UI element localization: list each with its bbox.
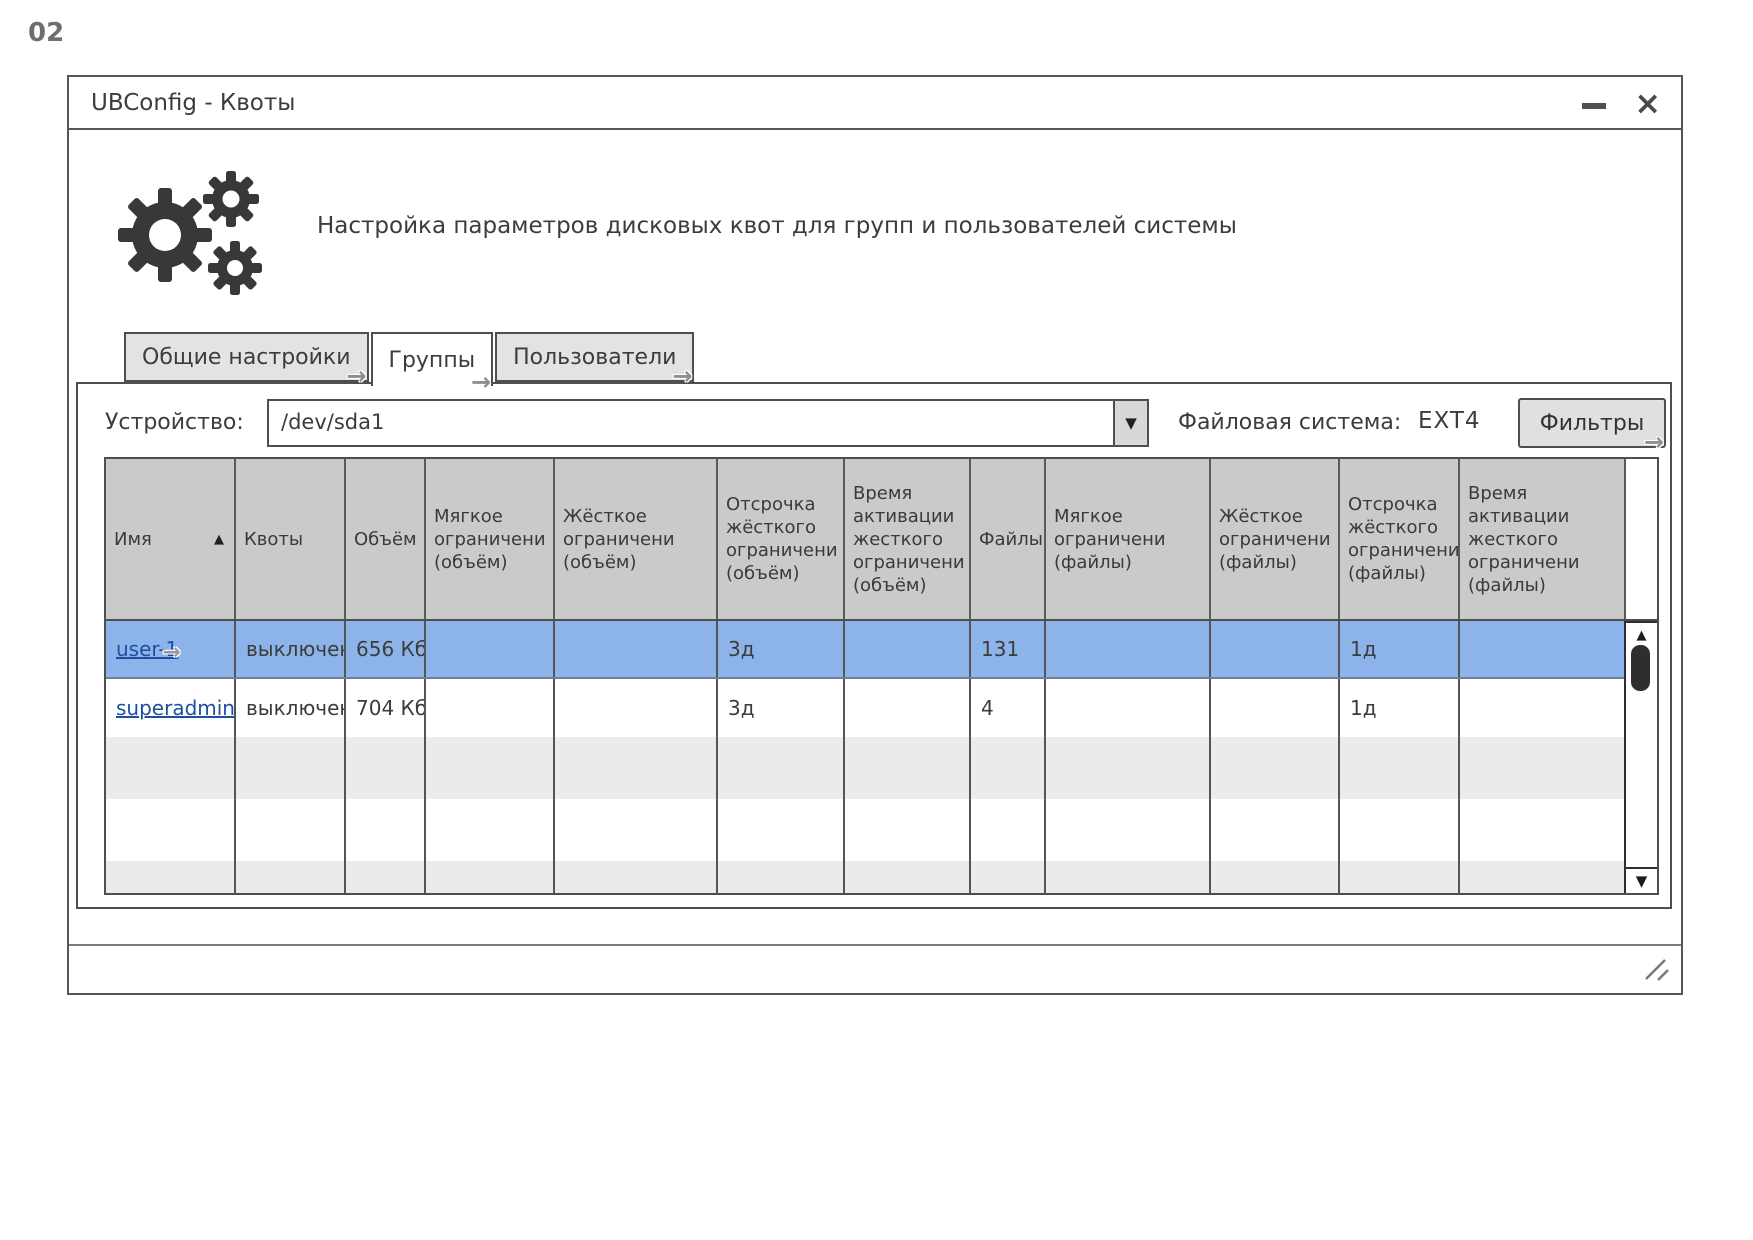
table-cell: 4 [971, 679, 1046, 737]
link-arrow-icon: → [346, 362, 367, 390]
table-cell [845, 679, 971, 737]
table-cell [1460, 621, 1626, 677]
scrollbar-down-icon[interactable]: ▼ [1626, 867, 1657, 893]
column-header-soft-limit-volume[interactable]: Мягкое ограничени (объём) [426, 459, 555, 619]
table-cell: 3д [718, 621, 845, 677]
gears-icon [118, 171, 262, 295]
filesystem-value: EXT4 [1418, 408, 1481, 434]
app-description: Настройка параметров дисковых квот для г… [317, 213, 1237, 239]
column-header-activation-volume[interactable]: Время активации жесткого ограничени (объ… [845, 459, 971, 619]
scrollbar-up-icon[interactable]: ▲ [1636, 627, 1647, 643]
table-cell: 1д [1340, 621, 1460, 677]
table-cell [1046, 621, 1211, 677]
filesystem-label: Файловая система: [1178, 410, 1402, 435]
row-name-link[interactable]: superadmin [116, 696, 235, 720]
link-arrow-icon: → [1643, 428, 1664, 456]
table-cell [1460, 679, 1626, 737]
tab-groups[interactable]: Группы → [370, 332, 494, 394]
scrollbar-thumb[interactable] [1631, 645, 1650, 691]
column-header-volume[interactable]: Объём [346, 459, 426, 619]
device-value: /dev/sda1 [281, 410, 385, 434]
resize-grip-icon[interactable] [1643, 958, 1671, 982]
link-arrow-icon: → [470, 368, 492, 396]
table-cell [1046, 679, 1211, 737]
device-label: Устройство: [105, 410, 244, 435]
table-row-user-1[interactable]: user-1 → выключен 656 Кб 3д 131 1д [106, 621, 1657, 679]
minimize-icon [1582, 102, 1607, 109]
column-header-grace-volume[interactable]: Отсрочка жёсткого ограничени (объём) [718, 459, 845, 619]
column-header-hard-limit-files[interactable]: Жёсткое ограничени (файлы) [1211, 459, 1340, 619]
table-cell: выключен [236, 679, 346, 737]
table-cell [555, 679, 718, 737]
page-number: 02 [28, 18, 65, 48]
empty-table-row [106, 737, 1657, 799]
vertical-scrollbar[interactable]: ▲ ▼ [1624, 621, 1657, 893]
device-select[interactable]: /dev/sda1 ▼ [267, 399, 1149, 447]
table-cell: 3д [718, 679, 845, 737]
table-row-superadmin[interactable]: superadmin выключен 704 Кб 3д 4 1д [106, 679, 1657, 737]
column-header-activation-files[interactable]: Время активации жесткого ограничени (фай… [1460, 459, 1626, 619]
table-cell: 704 Кб [346, 679, 426, 737]
tab-bar: Общие настройки → Группы → Пользователи … [124, 332, 695, 394]
table-cell: выключен [236, 621, 346, 677]
column-header-soft-limit-files[interactable]: Мягкое ограничени (файлы) [1046, 459, 1211, 619]
tab-label: Группы [388, 347, 476, 373]
close-button[interactable]: × [1634, 83, 1661, 122]
table-cell-name: user-1 → [106, 621, 236, 677]
table-cell: 1д [1340, 679, 1460, 737]
row-name-link[interactable]: user-1 [116, 637, 179, 661]
dropdown-arrow-icon[interactable]: ▼ [1113, 401, 1147, 445]
filters-button-label: Фильтры [1539, 410, 1645, 436]
column-header-files[interactable]: Файлы [971, 459, 1046, 619]
column-header-quotas[interactable]: Квоты [236, 459, 346, 619]
window-title: UBConfig - Квоты [91, 89, 296, 116]
table-cell [1211, 679, 1340, 737]
sort-asc-icon: ▲ [214, 531, 224, 547]
table-cell-name: superadmin [106, 679, 236, 737]
status-bar [69, 944, 1681, 993]
tab-content-panel: Устройство: /dev/sda1 ▼ Файловая система… [76, 382, 1672, 909]
empty-table-row [106, 799, 1657, 861]
table-cell [555, 621, 718, 677]
tab-general-settings[interactable]: Общие настройки → [124, 332, 369, 388]
column-header-name[interactable]: Имя ▲ [106, 459, 236, 619]
table-cell [426, 621, 555, 677]
quota-table: Имя ▲ Квоты Объём Мягкое ограничени (объ… [104, 457, 1659, 895]
link-arrow-icon: → [162, 639, 181, 665]
tab-users[interactable]: Пользователи → [495, 332, 695, 388]
minimize-button[interactable] [1582, 93, 1607, 113]
link-arrow-icon: → [672, 362, 693, 390]
table-cell: 656 Кб [346, 621, 426, 677]
table-cell: 131 [971, 621, 1046, 677]
table-cell [426, 679, 555, 737]
filters-button[interactable]: Фильтры → [1518, 398, 1666, 454]
table-header-row: Имя ▲ Квоты Объём Мягкое ограничени (объ… [106, 459, 1657, 621]
tab-label: Общие настройки [142, 344, 351, 370]
tab-label: Пользователи [513, 344, 677, 370]
app-window: UBConfig - Квоты × [67, 75, 1683, 995]
column-header-hard-limit-volume[interactable]: Жёсткое ограничени (объём) [555, 459, 718, 619]
column-header-grace-files[interactable]: Отсрочка жёсткого ограничени (файлы) [1340, 459, 1460, 619]
table-cell [845, 621, 971, 677]
table-cell [1211, 621, 1340, 677]
empty-table-row [106, 861, 1657, 893]
window-titlebar[interactable]: UBConfig - Квоты × [69, 77, 1681, 130]
